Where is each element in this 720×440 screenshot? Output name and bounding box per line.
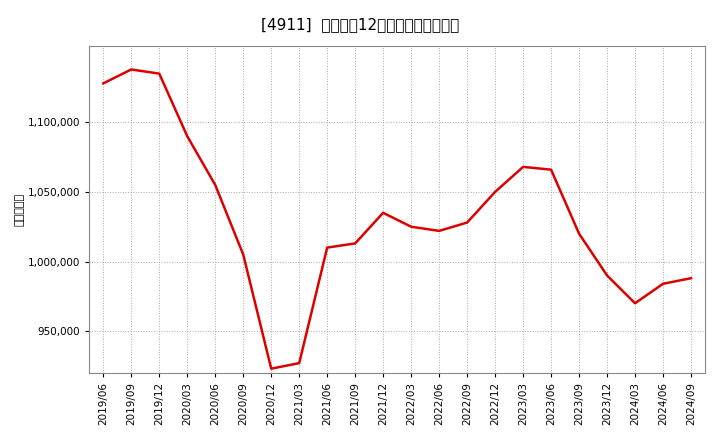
Text: [4911]  売上高の12か月移動合計の推移: [4911] 売上高の12か月移動合計の推移 <box>261 18 459 33</box>
Y-axis label: （百万円）: （百万円） <box>15 193 25 226</box>
